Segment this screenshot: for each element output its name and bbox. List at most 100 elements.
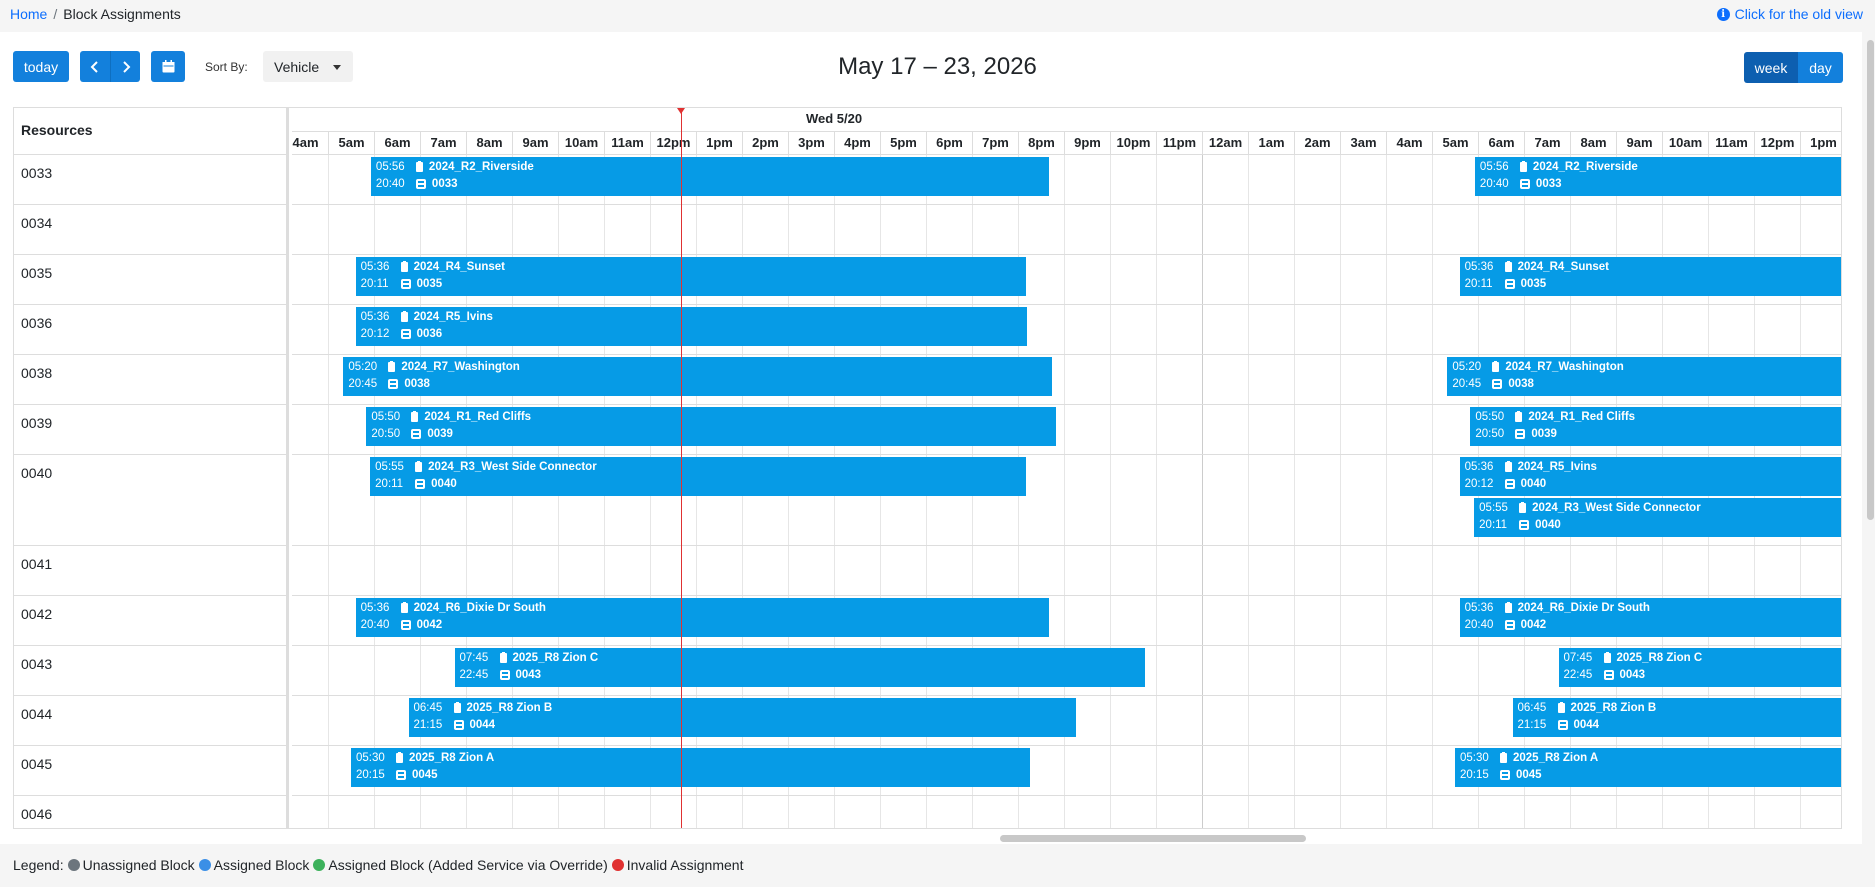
event-line-vehicle: 20:45 0038 [1452, 378, 1534, 390]
block-event[interactable]: 06:45 2025_R8 Zion B 21:15 0044 [1512, 698, 1841, 737]
chevron-left-icon [90, 60, 98, 73]
event-block-name: 2025_R8 Zion B [1570, 702, 1657, 714]
vertical-scrollbar-thumb[interactable] [1867, 40, 1874, 520]
block-event[interactable]: 05:20 2024_R7_Washington 20:45 0038 [1447, 357, 1841, 396]
legend-dot-icon [198, 859, 211, 871]
clipboard-icon [1504, 602, 1512, 613]
event-line-block: 07:45 2025_R8 Zion C [1564, 652, 1702, 664]
hour-label: 11pm [1156, 132, 1202, 155]
sort-by-select[interactable]: Vehicle [263, 51, 353, 82]
bus-icon [1603, 670, 1614, 680]
clipboard-icon [1557, 702, 1565, 713]
row-gridline [292, 545, 1841, 546]
timeline-area[interactable]: Wed 5/20Thu 5/214am5am6am7am8am9am10am11… [292, 108, 1841, 828]
event-start-time: 05:20 [1452, 361, 1482, 373]
row-gridline [292, 745, 1841, 746]
hour-label: 1pm [1800, 132, 1841, 155]
event-end-time: 22:45 [459, 669, 489, 681]
block-event[interactable]: 05:30 2025_R8 Zion A 20:15 0045 [1455, 748, 1841, 787]
bus-icon [415, 479, 426, 489]
event-end-time: 20:40 [360, 619, 390, 631]
hour-label: 7am [1524, 132, 1570, 155]
old-view-link[interactable]: i Click for the old view [1716, 6, 1863, 22]
legend-item-label: Unassigned Block [82, 857, 195, 873]
block-event[interactable]: 06:45 2025_R8 Zion B 21:15 0044 [408, 698, 1076, 737]
block-event[interactable]: 05:55 2024_R3_West Side Connector 20:11 004… [1474, 498, 1841, 537]
today-button[interactable]: today [13, 51, 69, 82]
event-end-time: 21:15 [1517, 719, 1547, 731]
block-event[interactable]: 05:55 2024_R3_West Side Connector 20:11 004… [370, 457, 1027, 496]
prev-button[interactable] [80, 51, 110, 82]
block-event[interactable]: 05:36 2024_R5_Ivins 20:12 0036 [355, 307, 1028, 346]
hour-label: 1am [1248, 132, 1294, 155]
event-vehicle: 0036 [416, 328, 443, 340]
day-view-button[interactable]: day [1798, 52, 1843, 83]
event-line-vehicle: 20:15 0045 [1460, 769, 1542, 781]
calendar-button[interactable] [151, 51, 185, 82]
hour-label: 7am [420, 132, 466, 155]
event-line-vehicle: 21:15 0044 [414, 719, 496, 731]
event-line-block: 05:55 2024_R3_West Side Connector [375, 461, 597, 473]
hour-label: 8pm [1018, 132, 1064, 155]
row-gridline [292, 204, 1841, 205]
event-line-block: 06:45 2025_R8 Zion B [1518, 702, 1657, 714]
hour-label: 6am [1478, 132, 1524, 155]
hour-label: 12pm [1754, 132, 1800, 155]
block-event[interactable]: 07:45 2025_R8 Zion C 22:45 0043 [454, 648, 1145, 687]
event-end-time: 20:15 [1460, 769, 1489, 781]
resource-row: 0038 [14, 355, 286, 405]
event-end-time: 20:40 [1464, 619, 1494, 631]
event-end-time: 20:11 [360, 278, 389, 290]
block-event[interactable]: 05:36 2024_R6_Dixie Dr South 20:40 0042 [1459, 598, 1841, 637]
event-start-time: 05:55 [1479, 502, 1508, 514]
block-event[interactable]: 05:50 2024_R1_Red Cliffs 20:50 0039 [1470, 407, 1841, 446]
next-button[interactable] [110, 51, 140, 82]
breadcrumb-home-link[interactable]: Home [10, 6, 48, 22]
block-event[interactable]: 05:20 2024_R7_Washington 20:45 0038 [343, 357, 1053, 396]
block-event[interactable]: 05:56 2024_R2_Riverside 20:40 0033 [1474, 157, 1841, 196]
block-event[interactable]: 05:30 2025_R8 Zion A 20:15 0045 [351, 748, 1030, 787]
hour-label: 5am [328, 132, 374, 155]
hour-label: 2pm [742, 132, 788, 155]
week-view-button[interactable]: week [1744, 52, 1798, 83]
block-event[interactable]: 07:45 2025_R8 Zion C 22:45 0043 [1558, 648, 1841, 687]
vertical-scrollbar[interactable] [1865, 40, 1875, 520]
clipboard-icon [1504, 461, 1512, 472]
breadcrumb-separator: / [53, 6, 58, 22]
event-line-vehicle: 21:15 0044 [1518, 719, 1600, 731]
hour-label: 9am [1616, 132, 1662, 155]
block-event[interactable]: 05:36 2024_R4_Sunset 20:11 0035 [1459, 257, 1841, 296]
event-block-name: 2025_R8 Zion B [466, 702, 553, 714]
event-line-vehicle: 20:50 0039 [371, 428, 453, 440]
old-view-link-label: Click for the old view [1734, 6, 1863, 22]
event-end-time: 20:11 [1464, 278, 1493, 290]
event-line-vehicle: 22:45 0043 [460, 669, 542, 681]
resources-header: Resources [14, 108, 286, 155]
chevron-right-icon [122, 60, 130, 73]
now-indicator-arrow [676, 108, 685, 114]
event-start-time: 05:36 [1464, 602, 1494, 614]
event-line-block: 05:50 2024_R1_Red Cliffs [1475, 411, 1635, 423]
block-event[interactable]: 05:36 2024_R5_Ivins 20:12 0040 [1459, 457, 1841, 496]
hour-label: 9am [512, 132, 558, 155]
sort-by-value: Vehicle [274, 59, 320, 75]
event-start-time: 05:56 [375, 161, 405, 173]
resource-row: 0046 [14, 796, 286, 828]
block-event[interactable]: 05:36 2024_R4_Sunset 20:11 0035 [355, 257, 1027, 296]
clipboard-icon [400, 261, 408, 272]
event-vehicle: 0038 [404, 378, 430, 390]
event-start-time: 05:36 [1464, 261, 1494, 273]
view-toggle: week day [1744, 52, 1843, 83]
hour-label: 11am [604, 132, 650, 155]
block-event[interactable]: 05:56 2024_R2_Riverside 20:40 0033 [370, 157, 1049, 196]
hour-gridline [1340, 155, 1341, 828]
block-event[interactable]: 05:36 2024_R6_Dixie Dr South 20:40 0042 [355, 598, 1049, 637]
event-block-name: 2024_R4_Sunset [413, 261, 506, 273]
event-line-block: 07:45 2025_R8 Zion C [460, 652, 598, 664]
event-start-time: 05:36 [1464, 461, 1494, 473]
horizontal-scrollbar-thumb[interactable] [1000, 835, 1306, 842]
resource-row: 0039 [14, 405, 286, 455]
block-event[interactable]: 05:50 2024_R1_Red Cliffs 20:50 0039 [366, 407, 1057, 446]
legend-label: Legend: [13, 857, 64, 873]
bus-icon [453, 720, 464, 730]
